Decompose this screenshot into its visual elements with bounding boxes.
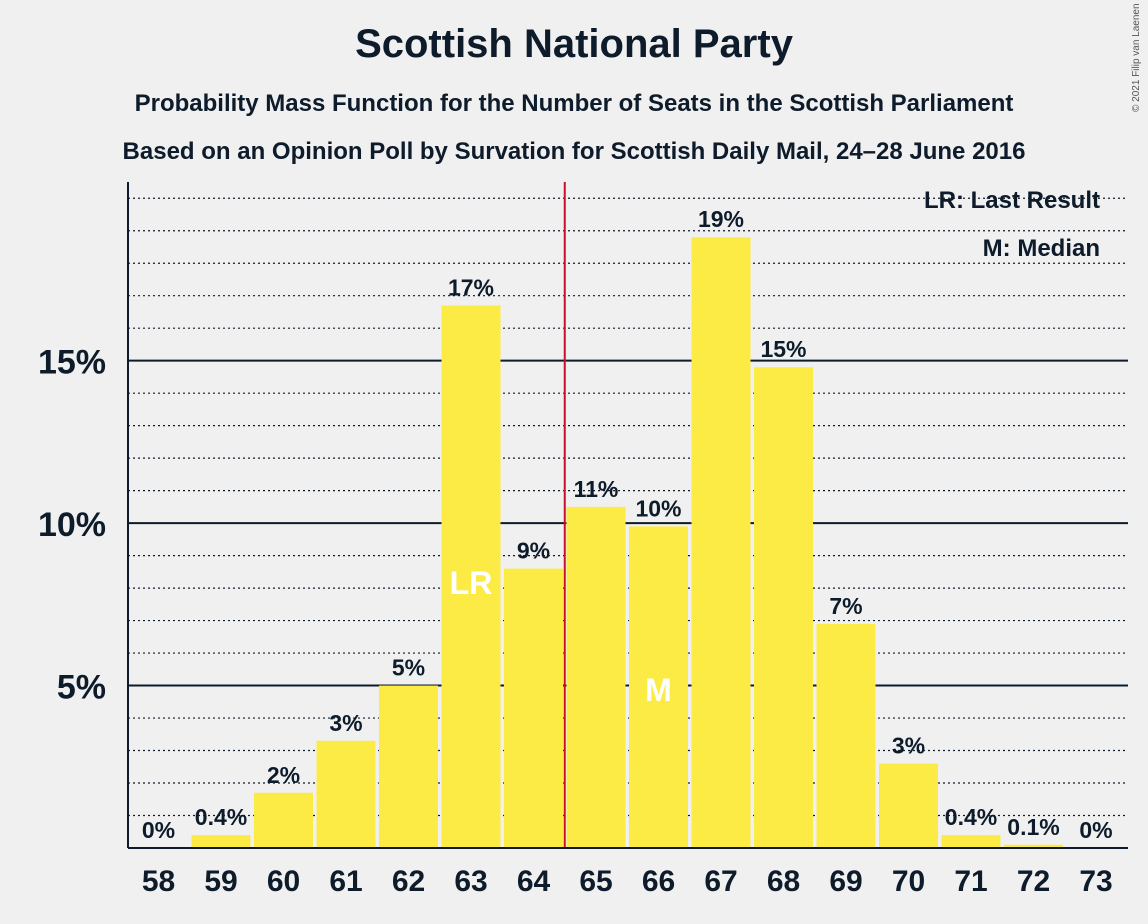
bar-value-label: 17% bbox=[448, 274, 494, 300]
bar-value-label: 0.4% bbox=[945, 804, 997, 830]
x-tick-label: 71 bbox=[954, 865, 987, 898]
bar-value-label: 15% bbox=[760, 336, 806, 362]
x-tick-label: 67 bbox=[704, 865, 737, 898]
x-tick-label: 73 bbox=[1079, 865, 1112, 898]
x-tick-label: 69 bbox=[829, 865, 862, 898]
bar bbox=[254, 792, 313, 848]
bar bbox=[566, 506, 626, 848]
bar bbox=[629, 526, 688, 848]
bar bbox=[504, 568, 563, 848]
bar bbox=[1004, 844, 1063, 848]
bars bbox=[191, 237, 1063, 849]
last-result-marker: LR bbox=[450, 565, 493, 601]
x-tick-label: 63 bbox=[454, 865, 487, 898]
labels: 5% 10% 15% 0% 58 0.4% 59 2% 60 3% 61 5% 62 17% 63 LR 9% 6… bbox=[38, 206, 1113, 898]
bar-value-label: 5% bbox=[392, 655, 425, 681]
bar bbox=[879, 763, 938, 848]
chart-subtitle-1: Probability Mass Function for the Number… bbox=[134, 90, 1014, 117]
bar bbox=[191, 835, 251, 848]
bar-value-label: 10% bbox=[635, 495, 681, 521]
bar bbox=[691, 237, 751, 849]
bar-value-label: 0.1% bbox=[1007, 814, 1059, 840]
x-tick-label: 65 bbox=[579, 865, 612, 898]
x-tick-label: 68 bbox=[767, 865, 800, 898]
legend-median: M: Median bbox=[983, 235, 1100, 262]
median-marker: M bbox=[645, 672, 672, 708]
x-tick-label: 66 bbox=[642, 865, 675, 898]
x-tick-label: 64 bbox=[517, 865, 551, 898]
bar-value-label: 2% bbox=[267, 762, 300, 788]
bar-value-label: 19% bbox=[698, 206, 744, 232]
chart-subtitle-2: Based on an Opinion Poll by Survation fo… bbox=[122, 138, 1026, 165]
x-tick-label: 72 bbox=[1017, 865, 1050, 898]
bar-value-label: 7% bbox=[829, 593, 862, 619]
y-tick-label: 5% bbox=[57, 669, 106, 707]
bar bbox=[941, 835, 1001, 848]
bar-value-label: 11% bbox=[574, 476, 619, 502]
y-tick-label: 10% bbox=[38, 506, 106, 544]
x-tick-label: 62 bbox=[392, 865, 425, 898]
bar bbox=[816, 623, 876, 848]
legend-last-result: LR: Last Result bbox=[924, 187, 1100, 214]
x-tick-label: 61 bbox=[329, 865, 362, 898]
bar-value-label: 0% bbox=[1079, 817, 1112, 843]
bar-value-label: 3% bbox=[892, 733, 925, 759]
x-tick-label: 58 bbox=[142, 865, 175, 898]
bar-value-label: 0% bbox=[142, 817, 175, 843]
bar bbox=[754, 367, 813, 848]
x-tick-label: 60 bbox=[267, 865, 300, 898]
bar bbox=[316, 740, 376, 848]
y-tick-label: 15% bbox=[38, 344, 106, 382]
chart-title: Scottish National Party bbox=[355, 22, 793, 66]
x-tick-label: 70 bbox=[892, 865, 925, 898]
bar-value-label: 0.4% bbox=[195, 804, 247, 830]
x-tick-label: 59 bbox=[204, 865, 237, 898]
bar-value-label: 9% bbox=[517, 538, 550, 564]
axes bbox=[127, 182, 1128, 849]
bar-value-label: 3% bbox=[329, 710, 362, 736]
bar bbox=[379, 685, 438, 848]
bar bbox=[441, 305, 501, 849]
gridlines bbox=[128, 197, 1128, 817]
